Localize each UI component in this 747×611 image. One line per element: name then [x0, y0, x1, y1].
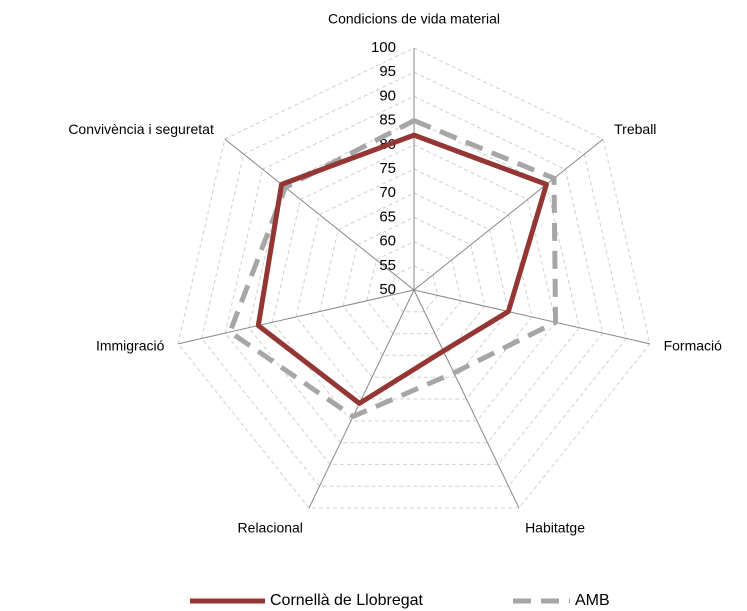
axis-spoke — [308, 289, 415, 509]
r-tick-label: 50 — [379, 281, 396, 298]
grid-ring — [295, 168, 533, 400]
axis-spoke — [224, 138, 415, 291]
axis-spoke — [413, 289, 520, 509]
grid-ring — [201, 71, 627, 487]
legend-label: Cornellà de Llobregat — [270, 592, 424, 609]
r-tick-label: 55 — [379, 257, 396, 274]
r-tick-label: 75 — [379, 160, 396, 177]
category-label: Immigració — [96, 338, 165, 354]
r-tick-label: 65 — [379, 208, 396, 225]
axis-spoke — [413, 289, 651, 345]
legend-label: AMB — [575, 592, 610, 609]
category-label: Habitatge — [525, 519, 585, 535]
axis-spoke — [413, 138, 604, 291]
grid-ring — [389, 265, 439, 313]
category-label: Relacional — [238, 519, 303, 535]
r-tick-label: 85 — [379, 112, 396, 129]
r-tick-label: 90 — [379, 87, 396, 104]
grid-ring — [342, 216, 486, 356]
series-line — [255, 132, 549, 406]
category-label: Treball — [614, 121, 656, 137]
category-label: Convivència i seguretat — [68, 121, 214, 137]
r-tick-label: 95 — [379, 63, 396, 80]
category-label: Condicions de vida material — [328, 11, 500, 27]
r-tick-label: 100 — [371, 39, 396, 56]
r-tick-label: 70 — [379, 184, 396, 201]
axis-spoke — [177, 289, 415, 345]
r-tick-label: 60 — [379, 233, 396, 250]
category-label: Formació — [664, 338, 723, 354]
